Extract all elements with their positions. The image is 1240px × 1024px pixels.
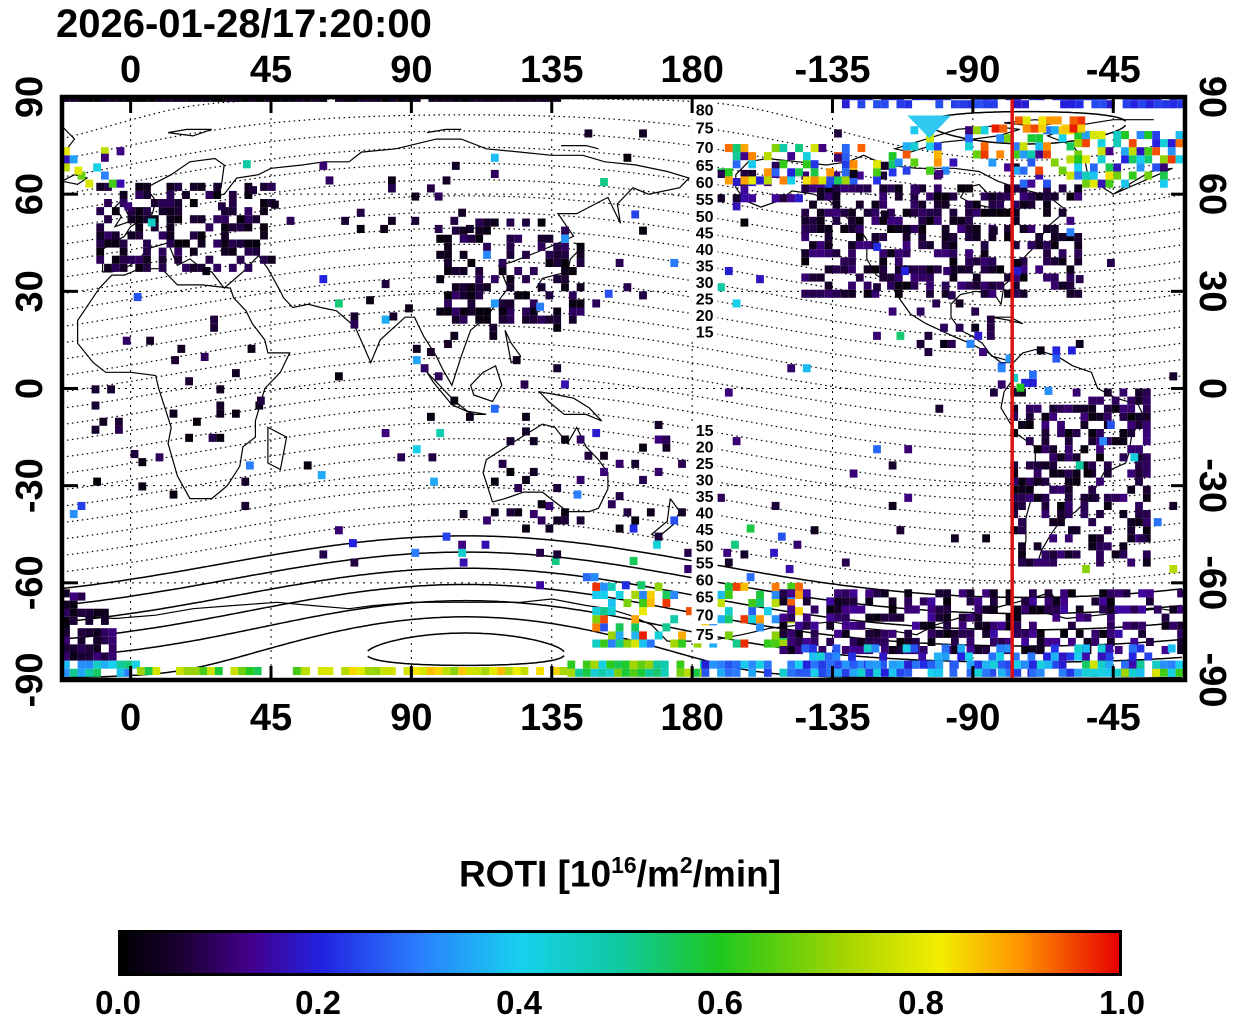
map-layers: 8075706560555045403530252015152025303540… <box>62 97 1185 680</box>
svg-text:20: 20 <box>696 439 714 456</box>
axis-tick-labels: 0 0 45 45 90 90 135 135 180 180 -135 -135 -90 -90 -45 -… <box>9 49 1233 739</box>
colorbar-tick-label-5: 1.0 <box>1099 984 1145 1021</box>
svg-text:-90: -90 <box>945 49 1000 91</box>
svg-text:0: 0 <box>120 697 141 739</box>
svg-text:20: 20 <box>696 308 714 325</box>
colorbar-title-prefix: ROTI [10 <box>458 853 612 895</box>
colorbar-tick-label-4: 0.8 <box>898 984 944 1021</box>
svg-text:30: 30 <box>9 270 51 312</box>
axis-ticks <box>64 95 1183 682</box>
svg-text:0: 0 <box>1191 378 1233 399</box>
colorbar-title-suffix: /min] <box>692 853 782 895</box>
svg-text:55: 55 <box>696 555 714 572</box>
svg-text:-90: -90 <box>1191 653 1233 708</box>
coastline-iceland <box>62 174 89 186</box>
svg-text:135: 135 <box>520 697 583 739</box>
coastline-borneo <box>469 364 503 403</box>
colorbar-tick-label-1: 0.2 <box>295 984 341 1021</box>
polar-marker-triangle <box>907 115 951 139</box>
coastline-new-siberian-islands <box>561 145 599 150</box>
roti-data-cells-layer <box>62 97 1185 677</box>
svg-text:80: 80 <box>696 102 714 119</box>
svg-text:65: 65 <box>696 158 714 175</box>
svg-text:25: 25 <box>696 456 714 473</box>
svg-text:35: 35 <box>696 489 714 506</box>
svg-text:60: 60 <box>1191 173 1233 215</box>
svg-text:90: 90 <box>9 76 51 118</box>
svg-text:50: 50 <box>696 539 714 556</box>
coastline-svalbard <box>167 128 212 137</box>
svg-text:90: 90 <box>1191 76 1233 118</box>
svg-text:90: 90 <box>390 697 432 739</box>
svg-text:55: 55 <box>696 192 714 209</box>
colorbar-title-exponent: 16 <box>611 852 637 878</box>
svg-text:35: 35 <box>696 259 714 276</box>
svg-text:30: 30 <box>696 472 714 489</box>
svg-text:45: 45 <box>696 226 714 243</box>
coastline-cuba-caribbean <box>991 316 1024 325</box>
svg-text:45: 45 <box>250 697 292 739</box>
svg-text:45: 45 <box>250 49 292 91</box>
colorbar-tick-label-3: 0.6 <box>697 984 743 1021</box>
svg-text:45: 45 <box>696 522 714 539</box>
svg-text:-60: -60 <box>1191 555 1233 610</box>
svg-text:-30: -30 <box>9 458 51 513</box>
svg-text:-60: -60 <box>9 555 51 610</box>
coastline-sumatra-java <box>426 371 487 415</box>
svg-text:0: 0 <box>9 378 51 399</box>
svg-text:40: 40 <box>696 505 714 522</box>
svg-text:180: 180 <box>660 49 723 91</box>
svg-text:75: 75 <box>696 121 714 138</box>
svg-text:70: 70 <box>696 140 714 157</box>
svg-text:-90: -90 <box>9 653 51 708</box>
svg-text:-45: -45 <box>1086 697 1141 739</box>
svg-text:-90: -90 <box>945 697 1000 739</box>
svg-text:-135: -135 <box>794 49 870 91</box>
svg-text:30: 30 <box>696 275 714 292</box>
colorbar-tick-label-0: 0.0 <box>95 984 141 1021</box>
colorbar-title: ROTI [1016/m2/min] <box>0 852 1240 895</box>
svg-text:-45: -45 <box>1086 49 1141 91</box>
coastline-madagascar <box>267 426 288 471</box>
coastline-africa <box>77 268 291 500</box>
svg-text:0: 0 <box>120 49 141 91</box>
colorbar-title-exponent2: 2 <box>679 852 693 878</box>
coastline-severnaya-zemlya <box>426 128 462 134</box>
svg-text:60: 60 <box>696 572 714 589</box>
svg-text:70: 70 <box>696 608 714 625</box>
svg-text:15: 15 <box>696 325 714 342</box>
svg-text:50: 50 <box>696 209 714 226</box>
svg-text:-30: -30 <box>1191 458 1233 513</box>
svg-text:65: 65 <box>696 590 714 607</box>
svg-text:60: 60 <box>9 173 51 215</box>
svg-text:60: 60 <box>696 175 714 192</box>
contour-labels: 8075706560555045403530252015152025303540… <box>691 100 718 644</box>
timestamp-title: 2026-01-28/17:20:00 <box>56 2 432 46</box>
svg-text:-135: -135 <box>794 697 870 739</box>
svg-text:30: 30 <box>1191 270 1233 312</box>
svg-text:135: 135 <box>520 49 583 91</box>
colorbar-gradient <box>118 930 1122 976</box>
svg-text:40: 40 <box>696 242 714 259</box>
coastline-new-guinea <box>537 390 603 422</box>
svg-text:75: 75 <box>696 627 714 644</box>
colorbar-tick-label-2: 0.4 <box>496 984 542 1021</box>
svg-text:25: 25 <box>696 292 714 309</box>
svg-text:90: 90 <box>390 49 432 91</box>
svg-text:15: 15 <box>696 423 714 440</box>
coastline-eurasia <box>102 138 691 387</box>
coastline-australia <box>482 423 609 513</box>
svg-text:180: 180 <box>660 697 723 739</box>
colorbar-title-mid: /m <box>636 853 680 895</box>
map-border <box>59 94 1188 683</box>
